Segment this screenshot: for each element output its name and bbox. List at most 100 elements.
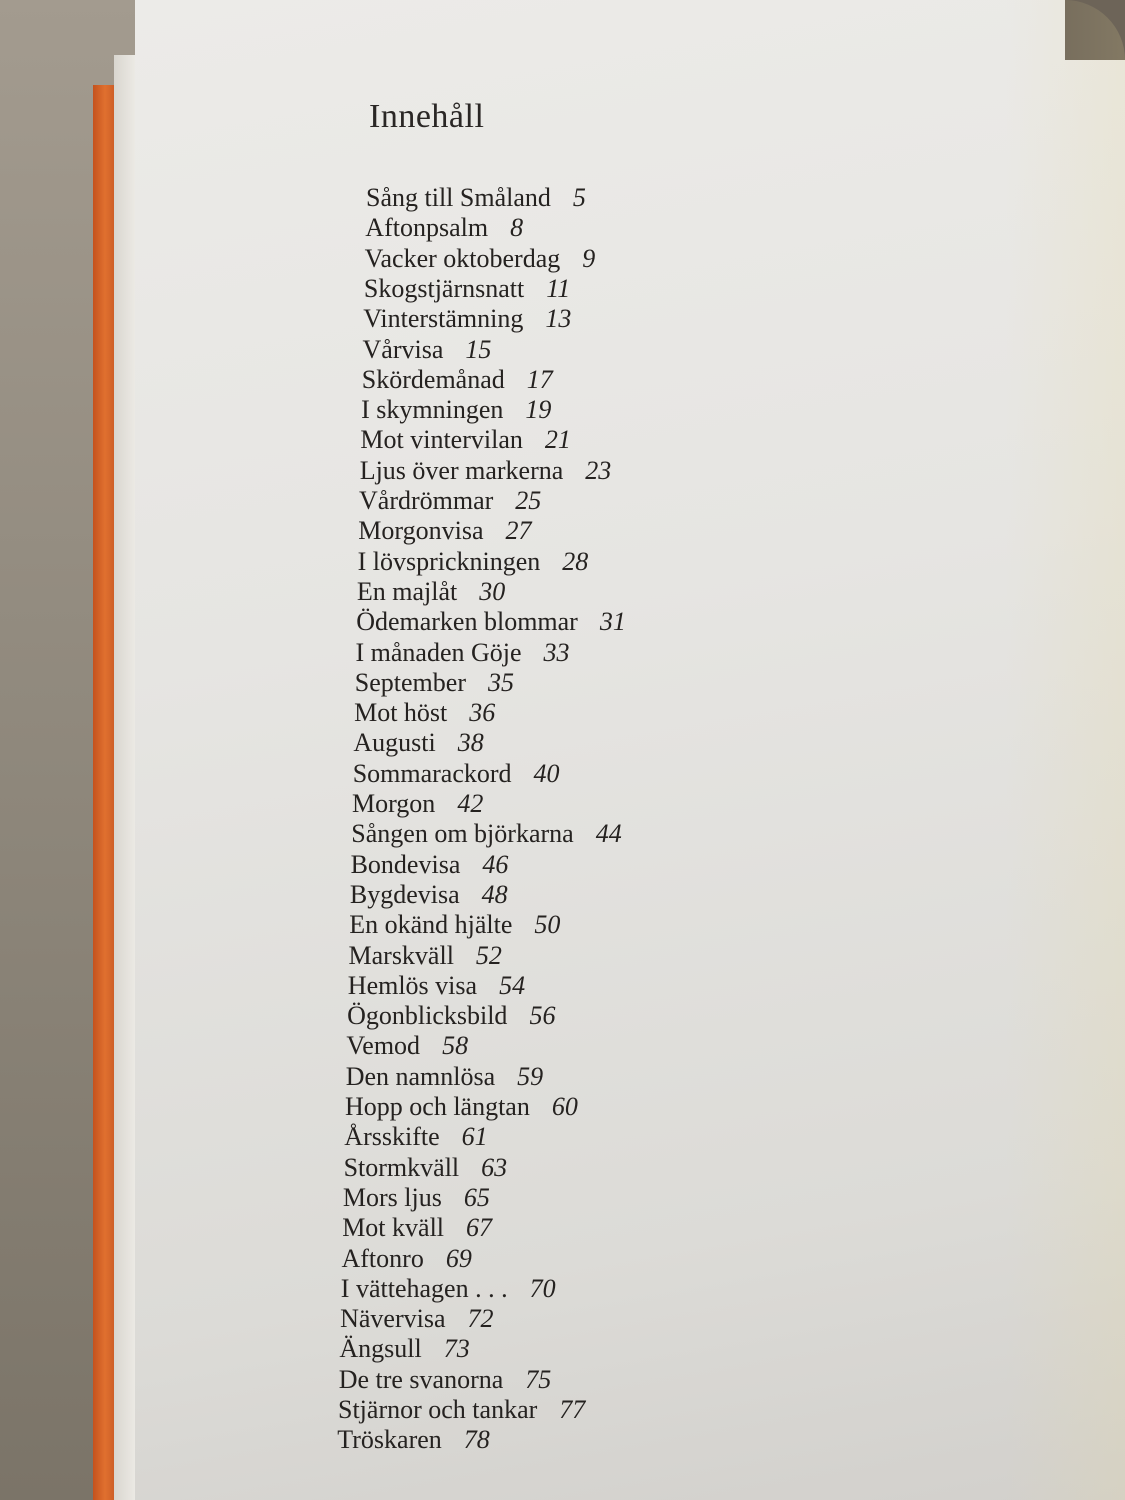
toc-entry: Hopp och längtan 60 <box>345 1092 578 1122</box>
toc-entry-title: Augusti <box>353 728 436 758</box>
toc-entry-title: Hopp och längtan <box>345 1092 530 1121</box>
toc-entry-title: Vemod <box>346 1031 421 1061</box>
toc-entry: De tre svanorna 75 <box>339 1365 552 1395</box>
toc-entry-title: September <box>354 667 466 697</box>
toc-entry: Vacker oktoberdag 9 <box>365 244 596 274</box>
toc-entry-page: 11 <box>546 273 571 303</box>
toc-entry-page: 31 <box>599 607 626 637</box>
toc-entry-title: En okänd hjälte <box>349 910 513 940</box>
toc-entry-page: 61 <box>461 1122 488 1152</box>
toc-entry-title: En majlåt <box>356 576 458 606</box>
toc-entry: Hemlös visa 54 <box>348 971 525 1001</box>
toc-entry: Nävervisa 72 <box>340 1304 493 1334</box>
toc-entry-page: 77 <box>559 1395 586 1424</box>
toc-entry-page: 59 <box>517 1061 544 1091</box>
toc-entry-page: 67 <box>466 1213 493 1243</box>
toc-entry: Mot höst 36 <box>354 698 495 728</box>
toc-entry-title: Aftonro <box>341 1243 424 1273</box>
toc-entry: Morgon 42 <box>352 789 483 819</box>
toc-entry-title: De tre svanorna <box>338 1364 504 1394</box>
toc-entry: Mors ljus 65 <box>343 1183 490 1213</box>
toc-entry: Sommarackord 40 <box>353 759 560 789</box>
toc-entry: Vemod 58 <box>346 1031 468 1061</box>
toc-entry-title: Mors ljus <box>342 1182 442 1212</box>
toc-entry: I skymningen 19 <box>361 395 551 425</box>
toc-entry-page: 25 <box>515 486 542 515</box>
toc-entry: Ögonblicksbild 56 <box>347 1001 555 1031</box>
toc-entry-page: 23 <box>585 455 612 485</box>
toc-entry: Stormkväll 63 <box>344 1153 508 1183</box>
toc-entry-page: 40 <box>533 758 560 788</box>
toc-entry-page: 35 <box>487 667 514 697</box>
toc-entry: I lövsprickningen 28 <box>358 547 589 577</box>
toc-entry: Bondevisa 46 <box>351 850 509 880</box>
toc-entry-page: 33 <box>543 637 570 667</box>
book-page <box>135 0 1125 1500</box>
toc-entry: Ängsull 73 <box>339 1334 469 1364</box>
toc-entry-page: 52 <box>475 940 502 970</box>
book-cover-edge <box>93 85 117 1500</box>
toc-entry-title: Årsskifte <box>344 1122 440 1152</box>
toc-entry-page: 27 <box>505 516 532 546</box>
toc-entry-page: 28 <box>562 546 589 576</box>
toc-entry-title: Nävervisa <box>340 1304 446 1334</box>
toc-entry-title: Morgon <box>352 789 436 818</box>
toc-entry-page: 42 <box>457 789 484 818</box>
toc-entry: Aftonro 69 <box>342 1244 472 1274</box>
toc-entry-title: Stormkväll <box>343 1152 460 1182</box>
toc-entry: I månaden Göje 33 <box>356 638 570 668</box>
toc-entry-page: 73 <box>443 1334 470 1364</box>
toc-entry-page: 8 <box>510 213 524 243</box>
page-edges <box>114 55 138 1500</box>
toc-entry-page: 9 <box>582 243 596 273</box>
toc-entry: Skördemånad 17 <box>362 365 553 395</box>
toc-entry: Marskväll 52 <box>349 941 502 971</box>
toc-entry-page: 36 <box>469 698 496 728</box>
toc-entry-page: 30 <box>479 576 506 606</box>
toc-entry-page: 54 <box>499 970 526 1000</box>
toc-entry-page: 50 <box>534 910 561 940</box>
toc-entry-title: Sommarackord <box>352 758 512 788</box>
toc-entry: Ljus över markerna 23 <box>360 456 612 486</box>
toc-entry-title: Bondevisa <box>350 849 461 879</box>
toc-entry-title: I månaden Göje <box>355 637 522 667</box>
toc-entry-page: 44 <box>595 819 622 849</box>
toc-entry-page: 60 <box>551 1092 578 1121</box>
toc-entry-title: Tröskaren <box>337 1425 442 1455</box>
toc-entry-title: I lövsprickningen <box>357 546 541 576</box>
toc-entry-title: Vårvisa <box>362 334 444 364</box>
page-title: Innehåll <box>369 98 485 135</box>
toc-entry-page: 58 <box>442 1031 469 1061</box>
toc-entry-title: Ängsull <box>339 1334 422 1364</box>
toc-entry: Vinterstämning 13 <box>363 304 571 334</box>
toc-entry-page: 38 <box>457 728 484 758</box>
toc-entry: Ödemarken blommar 31 <box>356 607 626 637</box>
toc-entry-title: Sång till Småland <box>366 183 551 212</box>
toc-entry-title: Den namnlösa <box>345 1061 496 1091</box>
toc-entry-page: 17 <box>526 364 553 394</box>
toc-entry-page: 78 <box>463 1425 490 1455</box>
toc-entry: Mot vintervilan 21 <box>360 425 570 455</box>
toc-entry: Sången om björkarna 44 <box>351 819 621 849</box>
toc-entry-title: Morgonvisa <box>358 516 484 546</box>
toc-entry: I vättehagen . . . 70 <box>341 1274 556 1304</box>
toc-entry-title: I vättehagen . . . <box>340 1273 508 1303</box>
toc-entry-title: Ljus över markerna <box>359 455 564 485</box>
toc-entry-title: Vårdrömmar <box>359 486 494 515</box>
toc-entry: Skogstjärnsnatt 11 <box>364 274 570 304</box>
toc-entry-title: Bygdevisa <box>349 879 460 909</box>
toc-entry-title: Ögonblicksbild <box>347 1001 508 1031</box>
toc-entry-title: Sången om björkarna <box>351 819 574 849</box>
toc-entry-title: Vinterstämning <box>363 304 524 334</box>
toc-entry-page: 65 <box>463 1182 490 1212</box>
toc-entry: Vårvisa 15 <box>363 335 492 365</box>
toc-entry-title: Skördemånad <box>361 364 505 394</box>
toc-entry-title: Mot kväll <box>342 1213 445 1243</box>
toc-entry: Tröskaren 78 <box>337 1425 489 1455</box>
toc-entry-title: Stjärnor och tankar <box>338 1395 538 1424</box>
toc-entry: Morgonvisa 27 <box>358 516 531 546</box>
toc-entry-title: Mot vintervilan <box>360 425 523 455</box>
toc-entry-title: Hemlös visa <box>347 970 478 1000</box>
toc-entry-title: Vacker oktoberdag <box>364 243 561 273</box>
toc-entry-page: 19 <box>525 395 552 425</box>
